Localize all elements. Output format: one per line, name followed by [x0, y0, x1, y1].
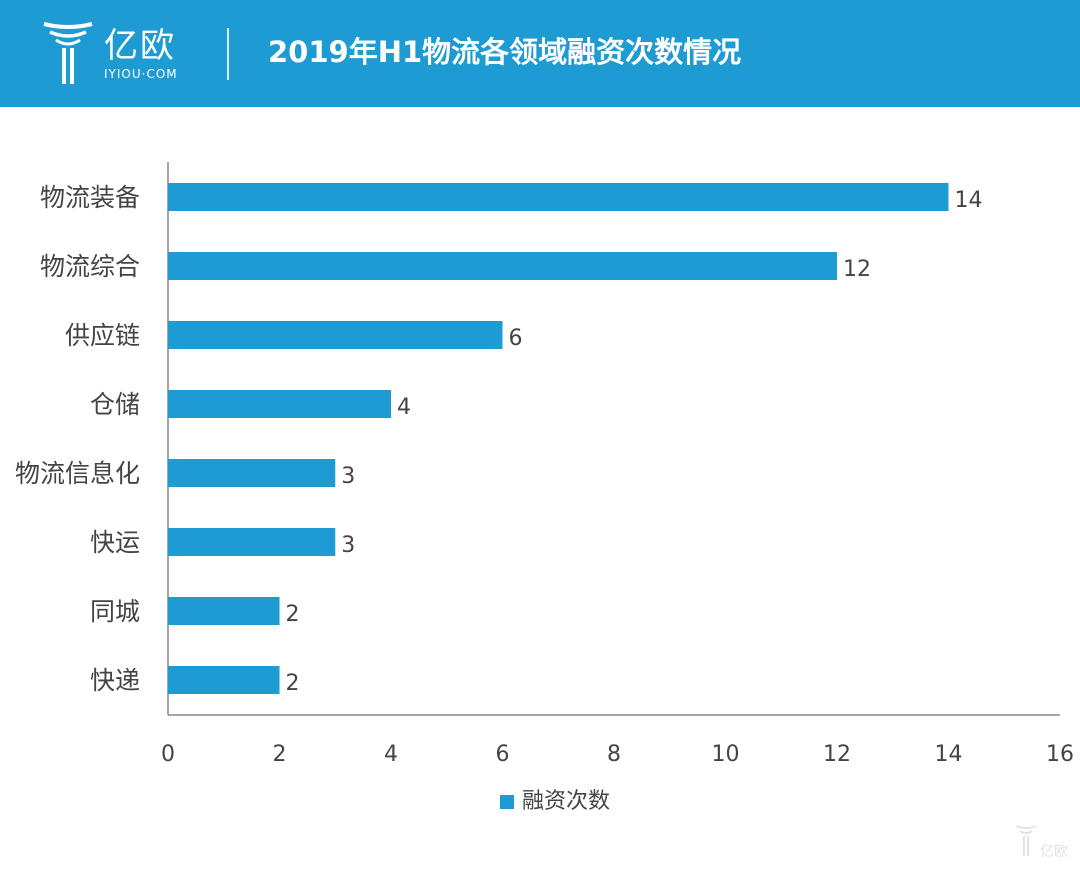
data-label: 2	[286, 671, 300, 696]
x-tick-label: 12	[823, 742, 851, 767]
logo-text: 亿欧	[104, 26, 176, 66]
data-label: 14	[955, 188, 983, 213]
data-label: 6	[509, 326, 523, 351]
x-tick-label: 16	[1046, 742, 1074, 767]
bar	[168, 321, 503, 349]
watermark-text: 亿欧	[1040, 844, 1068, 860]
category-label: 物流信息化	[15, 459, 140, 488]
bar-chart: 0 2 4 6 8 10 12 14 16 物流装备 14 物流综合 12 供应链 6 仓储 4 物流信息化 3 快运…	[15, 162, 1074, 767]
bar	[168, 459, 336, 487]
category-label: 快运	[90, 528, 140, 557]
header-divider	[227, 28, 229, 80]
yiou-logo-icon	[43, 22, 93, 84]
data-label: 3	[341, 464, 355, 489]
data-label: 4	[397, 395, 411, 420]
bar	[168, 597, 280, 625]
bar	[168, 528, 336, 556]
legend-label: 融资次数	[522, 789, 611, 814]
x-tick-label: 6	[496, 742, 510, 767]
chart-title: 2019年H1物流各领域融资次数情况	[268, 35, 742, 69]
bar	[168, 390, 391, 418]
bar	[168, 666, 280, 694]
category-label: 物流综合	[40, 252, 140, 281]
x-tick-label: 8	[607, 742, 621, 767]
x-tick-label: 14	[935, 742, 963, 767]
x-tick-label: 4	[384, 742, 398, 767]
header-banner: 亿欧 IYIOU·COM 2019年H1物流各领域融资次数情况	[0, 0, 1080, 107]
category-label: 快递	[90, 666, 140, 695]
logo-url-text: IYIOU·COM	[104, 67, 178, 81]
category-label: 仓储	[90, 390, 140, 419]
category-label: 同城	[90, 597, 140, 626]
category-label: 物流装备	[40, 183, 140, 212]
legend-swatch	[500, 795, 514, 809]
bar	[168, 252, 837, 280]
data-label: 2	[286, 602, 300, 627]
data-label: 3	[341, 533, 355, 558]
data-label: 12	[843, 257, 871, 282]
watermark-logo: 亿欧	[1015, 825, 1068, 860]
x-tick-label: 0	[161, 742, 175, 767]
bar	[168, 183, 949, 211]
legend: 融资次数	[500, 788, 610, 816]
x-tick-label: 2	[273, 742, 287, 767]
x-tick-label: 10	[712, 742, 740, 767]
category-label: 供应链	[65, 321, 140, 350]
